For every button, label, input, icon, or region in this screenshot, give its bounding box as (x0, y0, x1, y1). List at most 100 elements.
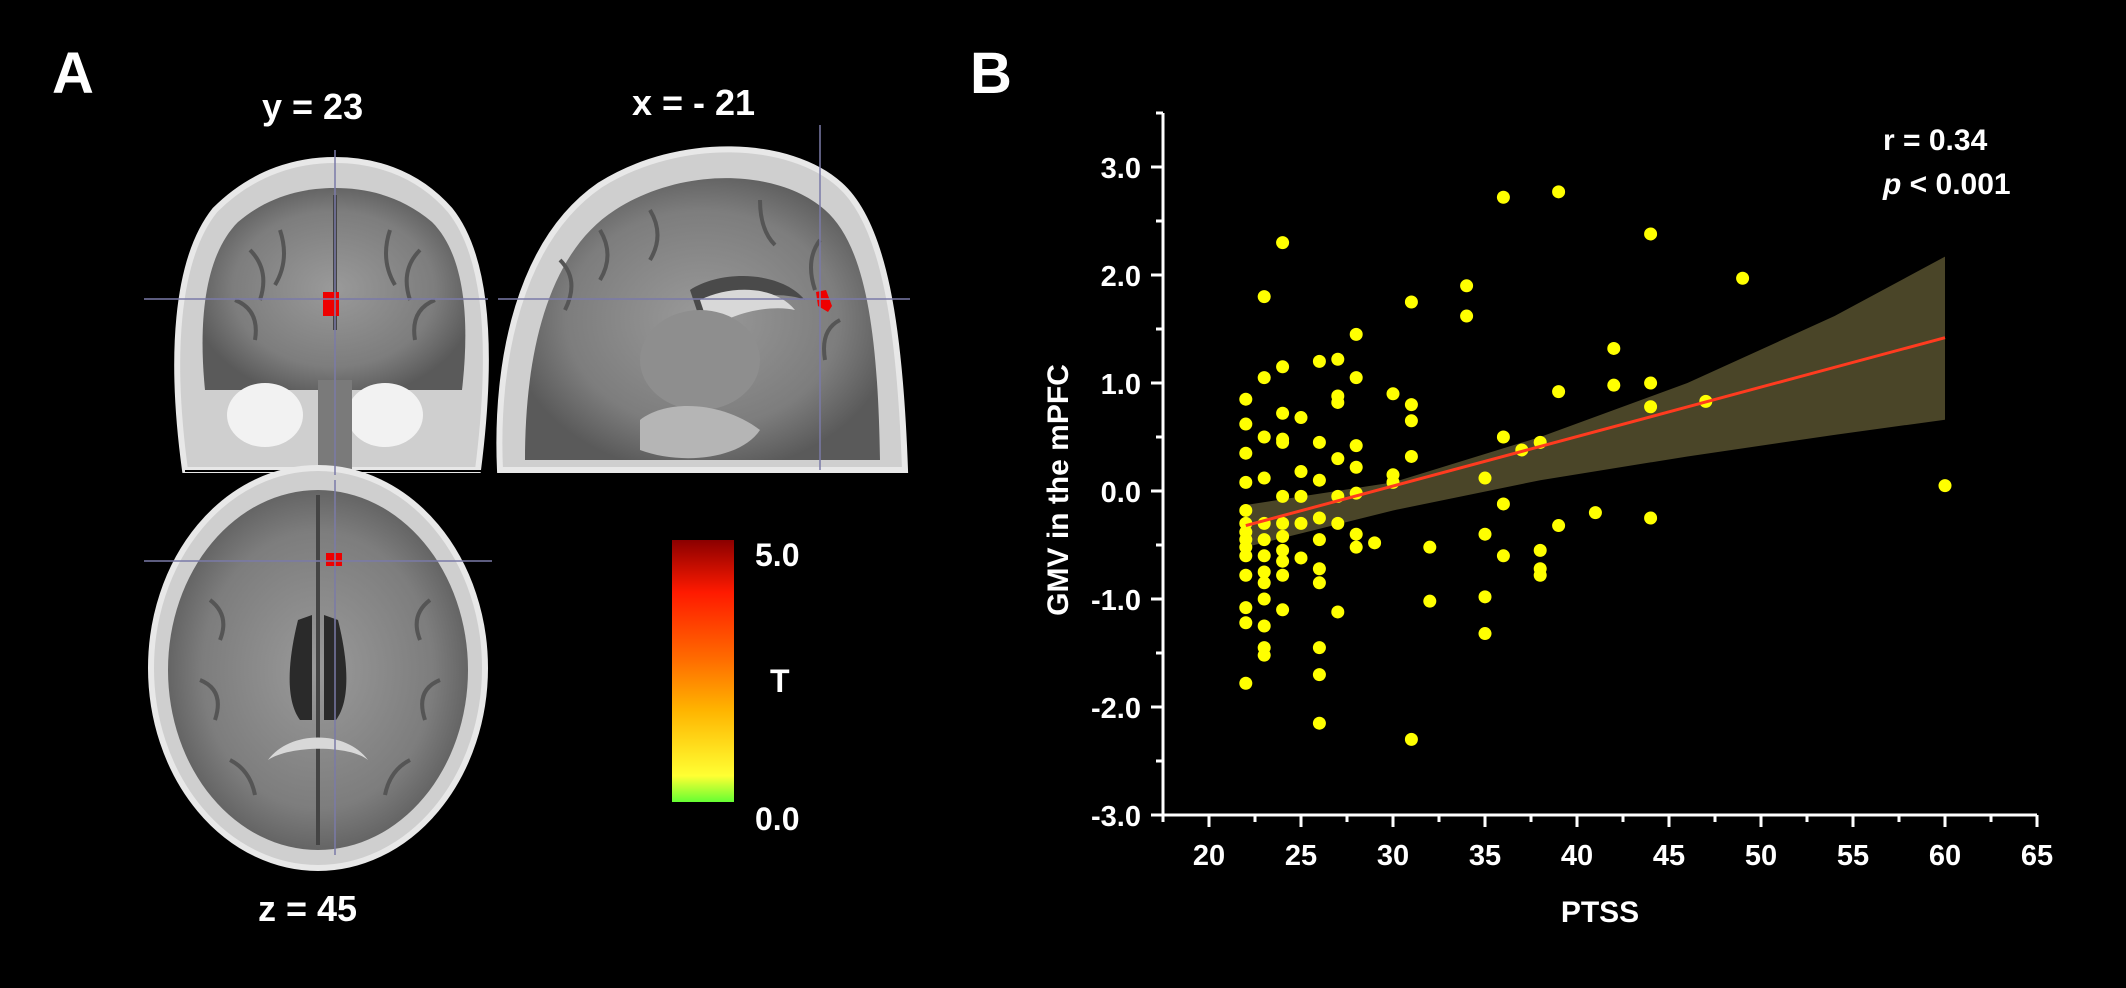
data-point (1386, 387, 1400, 401)
data-point (1368, 536, 1382, 550)
x-axis-label: PTSS (1561, 896, 1639, 929)
data-point (1257, 619, 1271, 633)
data-point (1276, 489, 1290, 503)
data-point (1276, 568, 1290, 582)
data-point (1349, 460, 1363, 474)
data-point (1478, 590, 1492, 604)
data-point (1478, 627, 1492, 641)
data-point (1496, 497, 1510, 511)
data-point (1257, 592, 1271, 606)
y-tick-label: 1.0 (1101, 369, 1141, 401)
data-point (1276, 432, 1290, 446)
data-point (1312, 576, 1326, 590)
data-point (1404, 398, 1418, 412)
data-point (1736, 271, 1750, 285)
data-point (1239, 446, 1253, 460)
x-tick-label: 30 (1377, 840, 1409, 872)
y-tick-label: -1.0 (1091, 585, 1141, 617)
data-point (1331, 395, 1345, 409)
data-point (1239, 392, 1253, 406)
x-tick-label: 60 (1929, 840, 1961, 872)
panel-b-letter: B (970, 41, 1012, 106)
data-point (1478, 527, 1492, 541)
p-value-annotation: p < 0.001 (1882, 168, 2011, 201)
data-point (1423, 540, 1437, 554)
coronal-slice-label: y = 23 (262, 86, 364, 127)
x-tick-label: 45 (1653, 840, 1685, 872)
x-tick-label: 20 (1193, 840, 1225, 872)
y-tick-label: 0.0 (1101, 477, 1141, 509)
data-point (1239, 417, 1253, 431)
data-point (1533, 543, 1547, 557)
colorbar-max-label: 5.0 (755, 537, 799, 573)
data-point (1349, 327, 1363, 341)
x-tick-label: 35 (1469, 840, 1501, 872)
data-point (1257, 549, 1271, 563)
data-point (1257, 290, 1271, 304)
data-point (1588, 506, 1602, 520)
data-point (1276, 360, 1290, 374)
data-point (1331, 352, 1345, 366)
x-tick-label: 25 (1285, 840, 1317, 872)
r-value-annotation: r = 0.34 (1883, 124, 1988, 157)
data-point (1312, 533, 1326, 547)
data-point (1552, 519, 1566, 533)
data-point (1294, 411, 1308, 425)
data-point (1257, 576, 1271, 590)
y-tick-label: 2.0 (1101, 261, 1141, 293)
data-point (1349, 540, 1363, 554)
data-point (1552, 185, 1566, 199)
data-point (1496, 430, 1510, 444)
axial-brain-slice (148, 465, 488, 871)
data-point (1460, 279, 1474, 293)
data-point (1644, 227, 1658, 241)
data-point (1257, 533, 1271, 547)
data-point (1331, 605, 1345, 619)
data-point (1404, 295, 1418, 309)
data-point (1276, 543, 1290, 557)
data-point (1294, 516, 1308, 530)
data-point (1331, 516, 1345, 530)
y-axis-label: GMV in the mPFC (1042, 364, 1075, 616)
p-value-text: < 0.001 (1901, 168, 2010, 201)
data-point (1938, 479, 1952, 493)
data-point (1312, 435, 1326, 449)
data-point (1644, 376, 1658, 390)
p-symbol: p (1882, 168, 1901, 201)
data-point (1423, 594, 1437, 608)
x-tick-label: 50 (1745, 840, 1777, 872)
colorbar-gradient (672, 540, 734, 802)
data-point (1276, 406, 1290, 420)
data-point (1312, 641, 1326, 655)
y-tick-label: 3.0 (1101, 153, 1141, 185)
y-tick-label: -2.0 (1091, 693, 1141, 725)
data-point (1276, 236, 1290, 250)
data-point (1404, 449, 1418, 463)
x-tick-label: 55 (1837, 840, 1869, 872)
brain-slices (144, 125, 910, 871)
data-point (1239, 475, 1253, 489)
data-point (1276, 516, 1290, 530)
data-point (1312, 668, 1326, 682)
data-point (1349, 371, 1363, 385)
data-point (1257, 565, 1271, 579)
data-point (1312, 354, 1326, 368)
data-point (1257, 471, 1271, 485)
x-tick-label: 40 (1561, 840, 1593, 872)
data-point (1239, 568, 1253, 582)
sagittal-brain-slice (496, 146, 909, 473)
data-point (1239, 549, 1253, 563)
data-point (1552, 385, 1566, 399)
y-tick-label: -3.0 (1091, 801, 1141, 833)
data-point (1239, 616, 1253, 630)
data-point (1533, 568, 1547, 582)
data-point (1276, 554, 1290, 568)
data-point (1294, 551, 1308, 565)
coronal-brain-slice (174, 156, 489, 473)
axial-slice-label: z = 45 (258, 888, 358, 929)
panel-a-letter: A (52, 41, 94, 106)
data-point (1404, 414, 1418, 428)
data-point (1496, 190, 1510, 204)
data-point (1312, 473, 1326, 487)
data-point (1404, 732, 1418, 746)
